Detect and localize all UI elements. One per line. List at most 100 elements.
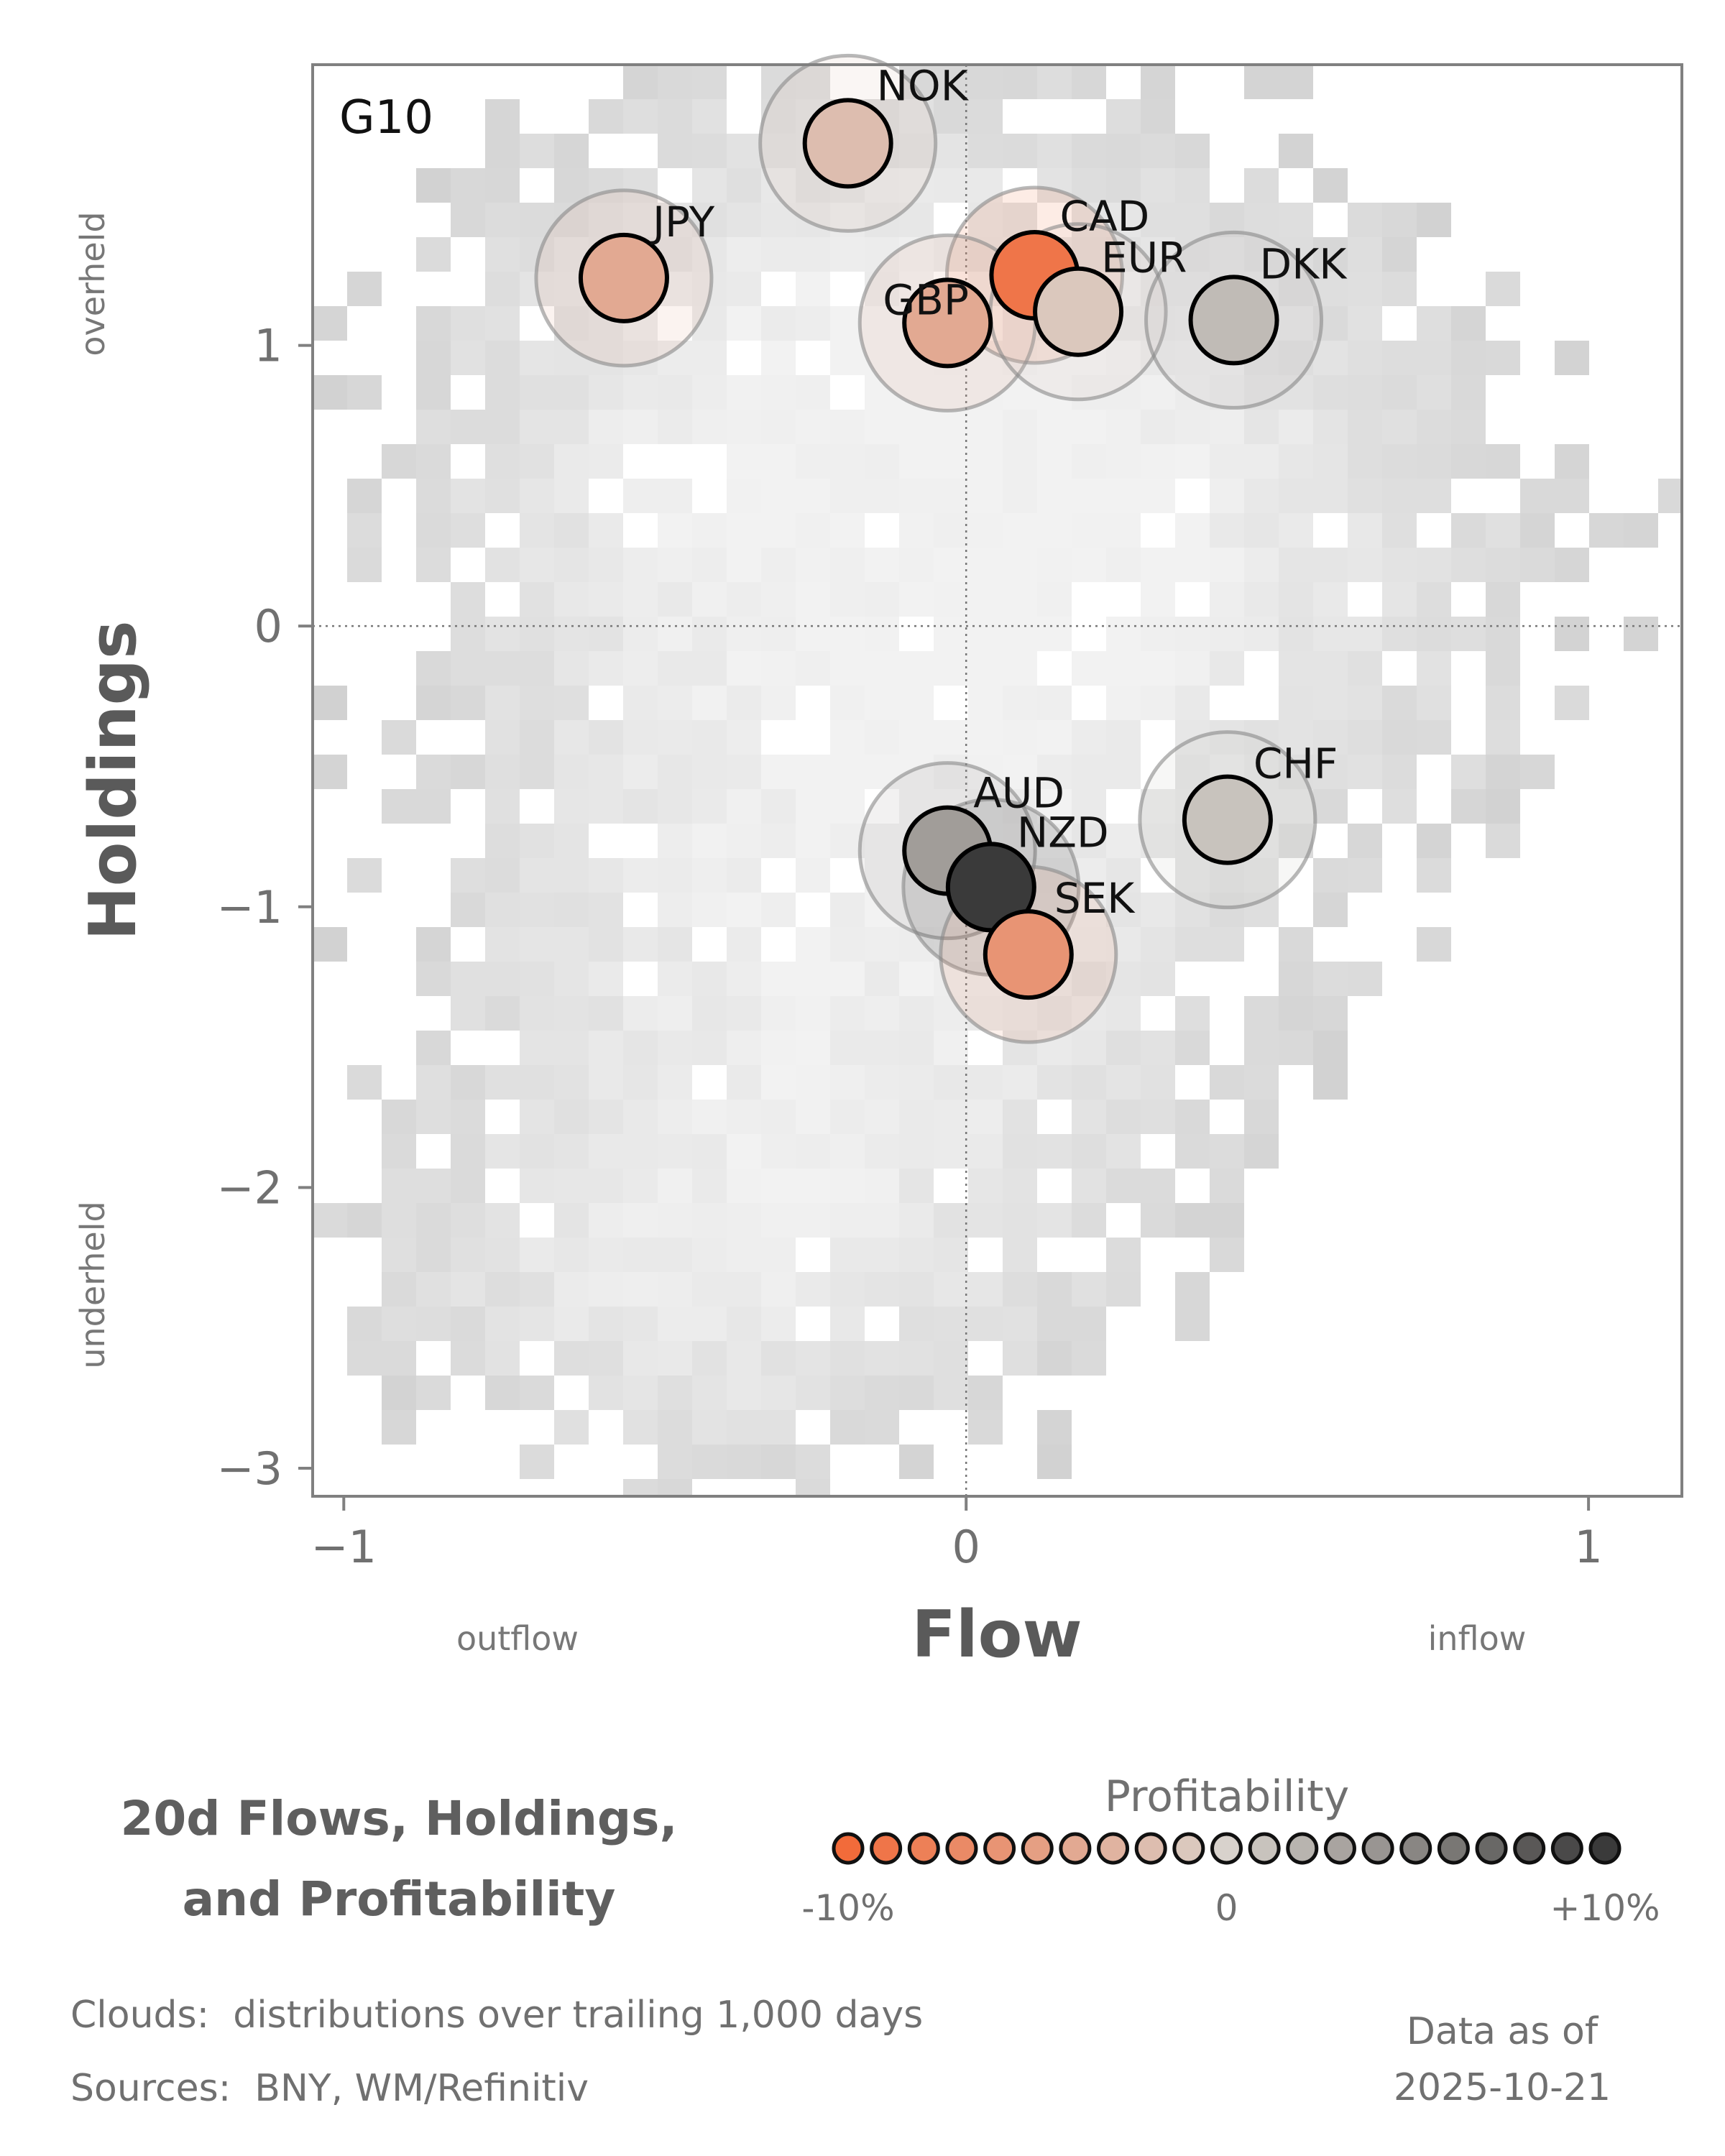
cloud-cell — [1175, 996, 1210, 1031]
cloud-cell — [451, 1100, 485, 1134]
cloud-cell — [692, 513, 727, 548]
cloud-cell — [692, 1100, 727, 1134]
cloud-cell — [1003, 1203, 1037, 1238]
cloud-cell — [968, 1134, 1003, 1169]
reference-lines — [313, 65, 1682, 1496]
y-tick-label: −1 — [217, 881, 282, 934]
cloud-cell — [554, 1031, 589, 1065]
cloud-cell — [1037, 720, 1072, 755]
cloud-cell — [382, 1169, 416, 1203]
cloud-cell — [485, 927, 520, 962]
cloud-cell — [692, 99, 727, 134]
cloud-cell — [347, 548, 382, 582]
label-nzd: NZD — [1017, 808, 1109, 857]
cloud-cell — [1382, 479, 1417, 513]
cloud-cell — [1244, 410, 1279, 444]
cloud-cell — [1037, 1203, 1072, 1238]
cloud-cell — [485, 444, 520, 479]
cloud-cell — [1072, 375, 1106, 410]
cloud-cell — [1348, 375, 1382, 410]
cloud-cell — [658, 893, 692, 927]
cloud-cell — [382, 720, 416, 755]
cloud-cell — [761, 651, 796, 686]
cloud-cell — [727, 237, 761, 272]
cloud-cell — [1141, 548, 1175, 582]
cloud-cell — [554, 1203, 589, 1238]
cloud-cell — [1348, 651, 1382, 686]
cloud-cell — [934, 962, 968, 996]
cloud-cell — [727, 1238, 761, 1272]
cloud-cell — [692, 1410, 727, 1445]
cloud-cell — [1106, 341, 1141, 375]
cloud-cell — [1382, 582, 1417, 617]
cloud-cell — [1348, 548, 1382, 582]
cloud-cell — [796, 237, 830, 272]
cloud-cell — [416, 1203, 451, 1238]
cloud-cell — [1382, 617, 1417, 651]
cloud-cell — [1003, 1307, 1037, 1341]
cloud-cell — [589, 858, 623, 893]
cloud-cell — [1037, 1031, 1072, 1065]
cloud-cell — [761, 306, 796, 341]
cloud-cell — [520, 1445, 554, 1479]
cloud-cell — [1244, 582, 1279, 617]
cloud-cell — [1279, 134, 1313, 168]
cloud-cell — [623, 65, 658, 99]
cloud-cell — [554, 1238, 589, 1272]
cloud-cell — [382, 1410, 416, 1445]
cloud-cell — [865, 548, 899, 582]
cloud-cell — [761, 1376, 796, 1410]
cloud-cell — [416, 1376, 451, 1410]
cloud-cell — [1486, 617, 1520, 651]
cloud-cell — [1072, 1134, 1106, 1169]
cloud-cell — [520, 858, 554, 893]
colorbar-swatch — [1437, 1832, 1470, 1865]
cloud-cell — [692, 1031, 727, 1065]
cloud-cell — [796, 375, 830, 410]
cloud-cell — [1313, 996, 1348, 1031]
cloud-cell — [968, 1307, 1003, 1341]
cloud-cell — [1417, 651, 1451, 686]
cloud-cell — [520, 1134, 554, 1169]
cloud-cell — [1417, 548, 1451, 582]
cloud-cell — [1279, 444, 1313, 479]
cloud-cell — [1106, 686, 1141, 720]
cloud-cell — [692, 134, 727, 168]
cloud-cell — [451, 1134, 485, 1169]
cloud-cell — [1451, 375, 1486, 410]
cloud-cell — [451, 755, 485, 789]
cloud-cell — [554, 1272, 589, 1307]
cloud-cell — [830, 617, 865, 651]
cloud-cell — [658, 720, 692, 755]
cloud-cell — [623, 168, 658, 203]
cloud-cell — [1486, 513, 1520, 548]
cloud-cell — [589, 548, 623, 582]
cloud-cell — [934, 1307, 968, 1341]
cloud-cell — [1106, 1031, 1141, 1065]
cloud-cell — [692, 65, 727, 99]
cloud-cell — [865, 1272, 899, 1307]
cloud-cell — [796, 1272, 830, 1307]
cloud-cell — [1382, 375, 1417, 410]
cloud-cell — [830, 479, 865, 513]
cloud-cell — [589, 617, 623, 651]
colorbar-swatch — [1021, 1832, 1054, 1865]
cloud-cell — [1003, 1134, 1037, 1169]
cloud-cell — [968, 617, 1003, 651]
cloud-cell — [1072, 1341, 1106, 1376]
cloud-cell — [554, 651, 589, 686]
cloud-cell — [1037, 755, 1072, 789]
colorbar-swatch — [1059, 1832, 1092, 1865]
x-tick-label: 0 — [952, 1521, 980, 1573]
cloud-cell — [934, 1065, 968, 1100]
cloud-cell — [554, 720, 589, 755]
point-nok — [802, 98, 893, 189]
cloud-cell — [1175, 513, 1210, 548]
cloud-cell — [692, 1169, 727, 1203]
cloud-cell — [1348, 513, 1382, 548]
cloud-cell — [1555, 444, 1589, 479]
cloud-cell — [520, 720, 554, 755]
cloud-cell — [589, 1031, 623, 1065]
point-chf — [1182, 774, 1273, 865]
